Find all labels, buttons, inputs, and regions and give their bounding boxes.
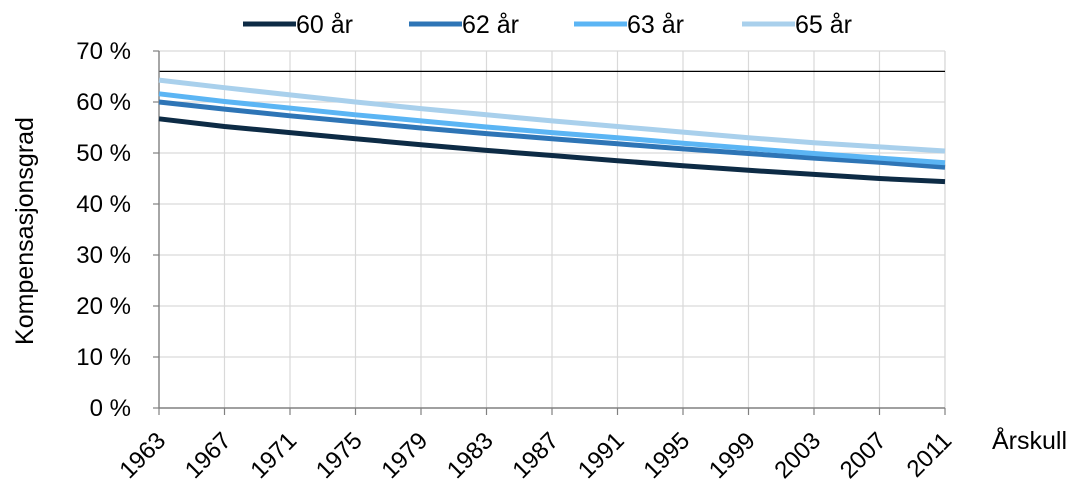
y-tick-label: 60 % bbox=[76, 89, 131, 116]
series-line-3 bbox=[158, 91, 946, 166]
x-tick-label: 1971 bbox=[245, 427, 302, 484]
x-tick-label: 1987 bbox=[507, 427, 564, 484]
y-tick-label: 50 % bbox=[76, 140, 131, 167]
legend-label-2: 62 år bbox=[462, 11, 519, 39]
x-tick-label: 2007 bbox=[835, 427, 892, 484]
x-tick-label: 1999 bbox=[704, 427, 761, 484]
x-tick-label: 2011 bbox=[902, 427, 958, 483]
y-tick-label: 10 % bbox=[76, 344, 131, 371]
series-line-2 bbox=[158, 99, 946, 170]
x-tick-label: 1991 bbox=[573, 427, 630, 484]
y-axis-label: Kompensasjonsgrad bbox=[11, 117, 39, 345]
legend-label-3: 63 år bbox=[627, 11, 684, 39]
x-tick-label: 1979 bbox=[376, 427, 433, 484]
series-line-4 bbox=[158, 77, 946, 154]
legend-label-4: 65 år bbox=[795, 11, 852, 39]
series-line-1 bbox=[158, 116, 946, 185]
legend-label-1: 60 år bbox=[296, 11, 353, 39]
x-tick-label: 1963 bbox=[114, 427, 171, 484]
x-tick-label: 2003 bbox=[769, 427, 826, 484]
y-tick-label: 0 % bbox=[90, 395, 131, 422]
y-tick-label: 40 % bbox=[76, 191, 131, 218]
x-tick-label: 1967 bbox=[180, 427, 237, 484]
series-lines bbox=[158, 77, 946, 185]
x-tick-label: 1983 bbox=[442, 427, 499, 484]
x-tick-label: 1975 bbox=[311, 427, 368, 484]
x-axis-label: Årskull bbox=[992, 425, 1067, 455]
y-tick-label: 70 % bbox=[76, 38, 131, 65]
y-tick-label: 20 % bbox=[76, 293, 131, 320]
x-tick-label: 1995 bbox=[638, 427, 695, 484]
y-tick-label: 30 % bbox=[76, 242, 131, 269]
legend: 60 år 62 år 63 år 65 år bbox=[243, 11, 852, 39]
